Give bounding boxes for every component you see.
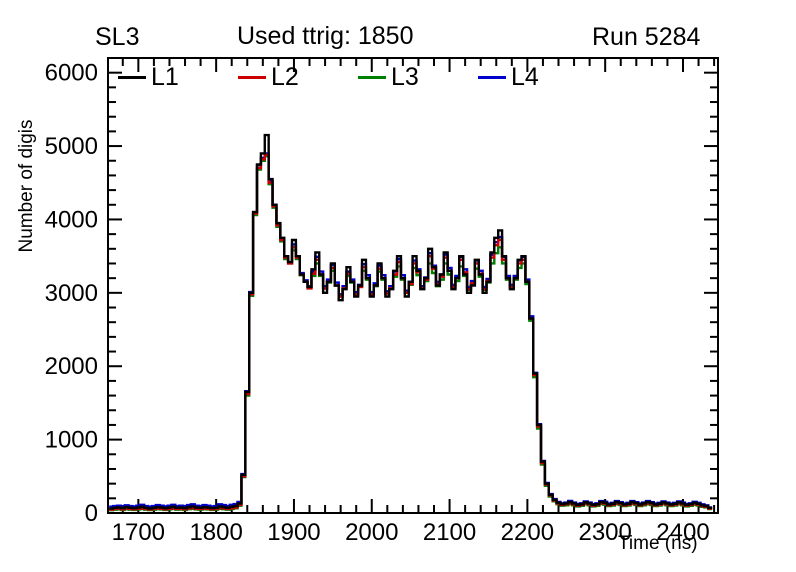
- x-tick-label: 2300: [578, 519, 631, 546]
- y-tick-label: 2000: [45, 353, 98, 380]
- legend-label-l4: L4: [511, 62, 539, 91]
- superlayer-label: SL3: [95, 23, 140, 51]
- series-line-l3: [109, 155, 713, 512]
- legend-item-l1: L1: [118, 63, 179, 91]
- legend-label-l1: L1: [151, 62, 179, 91]
- series-line-l1: [109, 133, 713, 510]
- legend-label-l3: L3: [391, 62, 419, 91]
- run-label: Run 5284: [592, 23, 701, 51]
- x-tick-label: 1700: [112, 519, 165, 546]
- x-tick-label: 1800: [189, 519, 242, 546]
- legend-item-l4: L4: [478, 63, 539, 91]
- x-tick-label: 2000: [345, 519, 398, 546]
- y-tick-label: 3000: [45, 280, 98, 307]
- y-tick-label: 1000: [45, 427, 98, 454]
- legend-item-l3: L3: [358, 63, 419, 91]
- plot-frame: [107, 57, 719, 514]
- y-tick-label: 4000: [45, 206, 98, 233]
- x-tick-label: 2400: [656, 519, 709, 546]
- legend-swatch-l3: [358, 75, 386, 79]
- legend-swatch-l2: [238, 75, 266, 79]
- x-axis-title: Time (ns): [618, 533, 698, 554]
- series-line-l4: [109, 152, 713, 509]
- legend-swatch-l1: [118, 75, 146, 79]
- legend-label-l2: L2: [271, 62, 299, 91]
- x-tick-label: 2200: [501, 519, 554, 546]
- y-tick-label: 0: [85, 500, 98, 527]
- x-tick-label: 1900: [267, 519, 320, 546]
- series-line-l2: [109, 153, 713, 511]
- y-tick-label: 6000: [45, 60, 98, 87]
- y-tick-label: 5000: [45, 133, 98, 160]
- legend-item-l2: L2: [238, 63, 299, 91]
- legend-swatch-l4: [478, 75, 506, 79]
- x-tick-label: 2100: [423, 519, 476, 546]
- ttrig-label: Used ttrig: 1850: [237, 22, 414, 50]
